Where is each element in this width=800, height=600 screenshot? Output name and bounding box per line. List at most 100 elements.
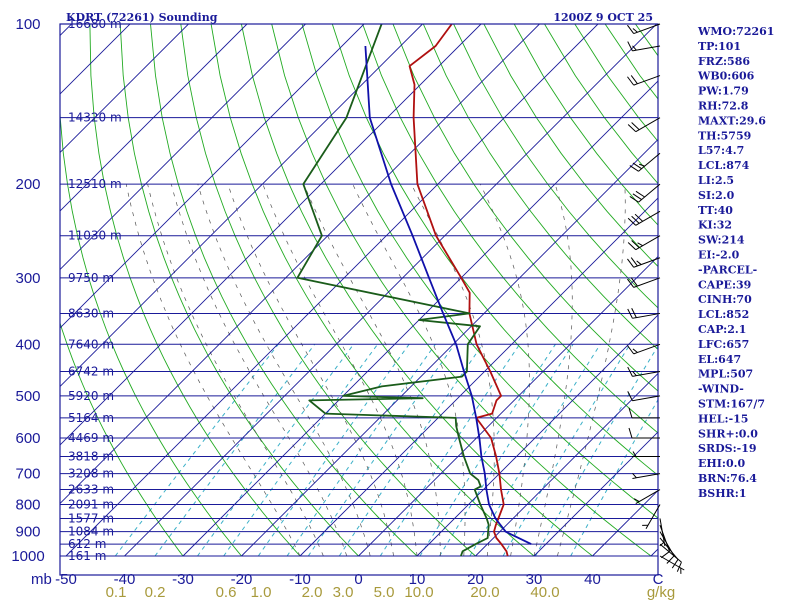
mixing-ratio-tick-label: 0.1 <box>106 584 127 600</box>
pressure-tick-label: 100 <box>15 16 40 33</box>
wind-barb-feather <box>627 76 635 86</box>
index-entry: BSHR:1 <box>698 487 747 500</box>
index-entry: SHR+:0.0 <box>698 427 758 440</box>
wind-barb-feather <box>627 41 633 52</box>
index-entry: KI:32 <box>698 219 732 232</box>
index-entry: SI:2.0 <box>698 189 735 202</box>
moist-adiabat <box>410 183 495 557</box>
wind-barb-feather <box>631 308 637 318</box>
wind-barb <box>627 391 661 402</box>
index-entry: L57:4.7 <box>698 144 744 157</box>
index-entry: STM:167/7 <box>698 398 765 411</box>
moist-adiabat <box>479 183 530 557</box>
wind-barb-feather <box>671 559 679 569</box>
wind-barb-staff <box>638 183 661 203</box>
wind-barb <box>627 257 661 268</box>
wind-barb <box>627 75 661 86</box>
wind-barb-feather <box>639 163 645 167</box>
wind-barb-staff <box>632 371 661 377</box>
temp-tick-label: -10 <box>289 571 311 588</box>
wind-barb <box>659 555 685 574</box>
wind-barb-feather <box>628 407 633 419</box>
index-entry: -WIND- <box>698 383 744 396</box>
wind-barb-feather <box>630 75 638 85</box>
wind-barb <box>632 473 661 479</box>
mixing-ratio-tick-label: 0.6 <box>216 584 237 600</box>
wind-barb-feather <box>632 348 638 353</box>
wind-barb-staff <box>638 152 661 172</box>
wind-barb-staff <box>645 504 661 529</box>
index-entry: TH:5759 <box>698 129 751 142</box>
wind-barb <box>627 210 661 226</box>
index-entry: HEL:-15 <box>698 412 748 425</box>
isotherm <box>358 255 658 557</box>
pressure-tick-label: 800 <box>15 496 40 513</box>
pressure-tick-label: 1000 <box>11 548 44 565</box>
temp-tick-label: 10 <box>409 571 426 588</box>
temp-tick-label: -20 <box>231 571 253 588</box>
wind-barb <box>628 407 660 419</box>
isotherm <box>416 314 658 557</box>
mixing-ratio-tick-label: 5.0 <box>374 584 395 600</box>
wind-barb-staff <box>635 235 661 251</box>
wind-barb-feather <box>632 193 642 200</box>
wind-barb-feather <box>627 124 637 133</box>
index-entry: SW:214 <box>698 234 745 247</box>
height-label: 8630 m <box>68 306 114 320</box>
wind-barb-feather <box>633 498 640 502</box>
height-label: 16680 m <box>68 17 122 31</box>
index-entry: RH:72.8 <box>698 100 749 113</box>
wind-barb-staff <box>635 117 661 133</box>
mixing-ratio-tick-label: 10.0 <box>404 584 433 600</box>
index-entry: LFC:657 <box>698 338 749 351</box>
wind-barb-staff <box>632 312 661 319</box>
wind-barb-feather <box>632 28 638 33</box>
height-label: 3818 m <box>68 449 114 463</box>
pressure-unit-label: mb <box>31 571 52 588</box>
height-label: 4469 m <box>68 431 114 445</box>
index-entry: EL:647 <box>698 353 741 366</box>
wind-barb <box>642 504 661 529</box>
wind-barb <box>627 117 661 133</box>
wind-barb <box>627 41 661 52</box>
temp-tick-label: 0 <box>354 571 362 588</box>
wind-barb-staff <box>659 555 685 571</box>
temp-unit-label: C <box>653 571 664 588</box>
mixing-ratio-tick-label: 2.0 <box>302 584 323 600</box>
isobars <box>60 23 658 557</box>
index-entry: BRN:76.4 <box>698 472 757 485</box>
height-label: 11030 m <box>68 229 122 243</box>
pressure-tick-label: 600 <box>15 430 40 447</box>
index-entry: FRZ:586 <box>698 55 750 68</box>
wind-barb-staff <box>633 343 661 355</box>
wind-barb-feather <box>627 242 637 251</box>
index-entry: PW:1.79 <box>698 85 749 98</box>
mixing-ratio-tick-label: 3.0 <box>333 584 354 600</box>
wind-barb-feather <box>676 561 682 572</box>
pressure-tick-label: 300 <box>15 270 40 287</box>
isotherm <box>182 80 658 557</box>
index-entry: WMO:72261 <box>697 25 774 38</box>
wind-barb-feather <box>632 451 637 457</box>
wind-barb <box>627 23 661 35</box>
wind-barb <box>633 489 661 504</box>
wind-barb-feather <box>627 391 633 401</box>
dewpoint-profile <box>296 24 490 557</box>
wind-barb <box>629 183 661 203</box>
wind-barb-feather <box>627 258 635 268</box>
wind-barb-feather <box>631 122 640 131</box>
isotherm <box>299 197 658 557</box>
height-label: 612 m <box>68 537 106 551</box>
wind-barb-feather <box>630 257 638 267</box>
wind-barb-feather <box>632 162 642 170</box>
index-entry: TP:101 <box>698 40 741 53</box>
isotherm <box>475 372 658 557</box>
temperature-profile <box>408 24 509 557</box>
height-label: 9750 m <box>68 271 114 285</box>
height-label: 3208 m <box>68 467 114 481</box>
wind-barb-feather <box>637 242 643 247</box>
parcel-profile <box>364 45 532 545</box>
index-entry: SRDS:-19 <box>698 442 757 455</box>
height-label: 7640 m <box>68 337 114 351</box>
